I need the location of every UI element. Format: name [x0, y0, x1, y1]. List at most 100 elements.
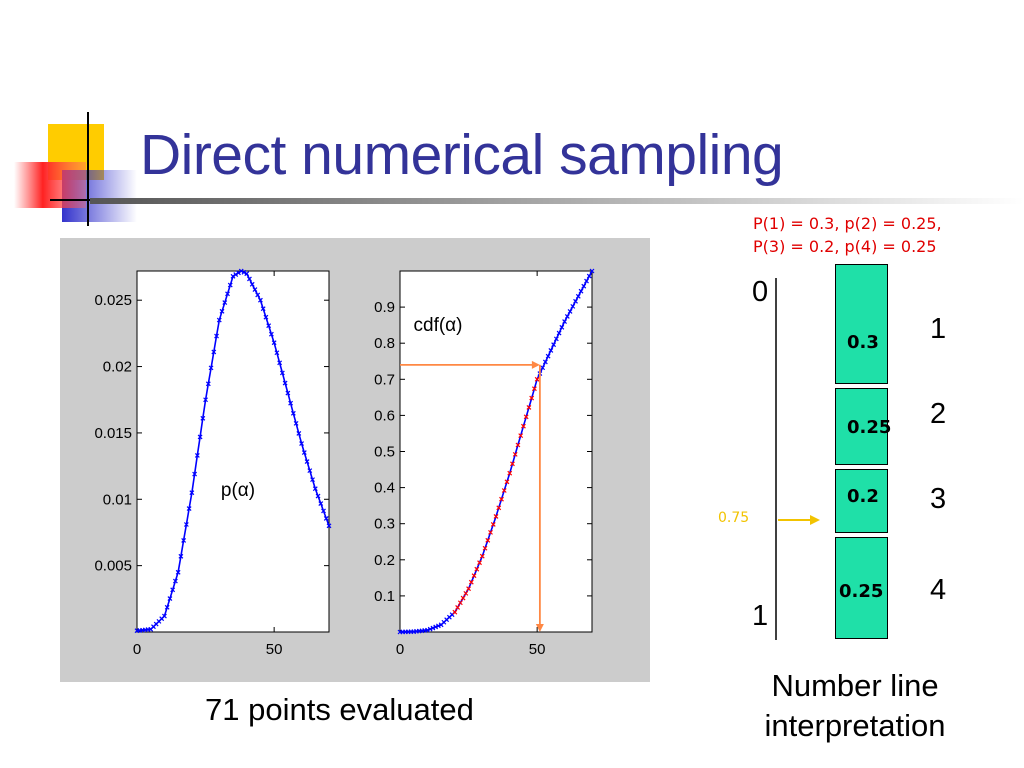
plot-1-point — [312, 486, 318, 492]
number-line-svg — [775, 278, 820, 640]
probability-box-4 — [835, 537, 888, 639]
plot-2-point — [452, 609, 458, 615]
plot-1-point — [186, 506, 192, 511]
plot-2-point — [471, 573, 477, 579]
plot-2-annotation: cdf(α) — [414, 315, 463, 336]
plot-1-point — [175, 569, 181, 575]
probability-box-3-index: 3 — [930, 483, 947, 515]
probability-box-1-label: 0.3 — [847, 332, 879, 353]
plot-1-point — [241, 269, 247, 275]
plot-1-xtick-label: 50 — [266, 641, 283, 658]
plot-1-point — [255, 292, 261, 298]
plot-1-point — [288, 400, 294, 406]
plot-2-point — [521, 423, 526, 429]
plot-1-ytick-label: 0.02 — [103, 359, 132, 376]
plot-1-point — [293, 420, 299, 426]
plot-1-point — [263, 314, 269, 320]
plot-2-point — [523, 414, 529, 420]
plot-2-xtick-label: 0 — [396, 641, 404, 658]
logo-red-square — [14, 162, 86, 208]
probability-box-3 — [835, 469, 888, 533]
marker-value: 0.75 — [718, 510, 750, 526]
plot-2-point — [551, 342, 557, 348]
plot-2-point — [455, 605, 461, 610]
plot-1-point — [249, 281, 255, 287]
plot-2-ytick-label: 0.4 — [374, 480, 395, 497]
probability-line-1: P(1) = 0.3, p(2) = 0.25, — [753, 214, 942, 233]
plot-1-point — [277, 360, 283, 366]
plot-1-ytick-label: 0.01 — [103, 491, 132, 508]
plot-2-point — [564, 314, 570, 319]
plot-2-point — [504, 479, 510, 485]
probability-line-2: P(3) = 0.2, p(4) = 0.25 — [753, 237, 937, 256]
plot-1-point — [203, 397, 208, 403]
plot-1-point — [230, 273, 236, 279]
plot-1-point — [197, 434, 203, 440]
plot-1-point — [285, 390, 291, 396]
plot-1-point — [216, 317, 222, 323]
plot-1-point — [233, 272, 239, 277]
plot-2-point — [433, 624, 439, 630]
plot-1-ytick-label: 0.025 — [94, 292, 132, 309]
plot-2-point — [482, 545, 488, 551]
plot-2-point — [430, 625, 436, 631]
plot-1-point — [172, 578, 178, 584]
plot-1-point — [205, 381, 211, 387]
plot-1-point — [304, 459, 310, 465]
plot-1-point — [189, 490, 195, 496]
plot-2-point — [463, 590, 469, 596]
probability-text: P(1) = 0.3, p(2) = 0.25, P(3) = 0.2, p(4… — [753, 212, 942, 258]
plot-1-xtick-label: 0 — [133, 641, 141, 658]
plot-1-point — [211, 349, 217, 355]
plot-1-point — [279, 370, 285, 376]
plot-2-point — [542, 359, 548, 365]
plot-1-point — [290, 410, 296, 416]
plot-2-ytick-label: 0.9 — [374, 299, 395, 316]
plot-1-point — [307, 468, 313, 474]
probability-box-1 — [835, 264, 888, 384]
plot-2-ytick-label: 0.7 — [374, 371, 395, 388]
probability-box-2-label: 0.25 — [847, 417, 892, 438]
plot-1-point — [301, 450, 307, 455]
plot-2-point — [540, 365, 546, 371]
plot-2-point — [512, 451, 518, 457]
plot-2-point — [518, 433, 524, 439]
plot-2-xtick-label: 50 — [529, 641, 546, 658]
plot-2-ytick-label: 0.6 — [374, 407, 395, 424]
plot-2-point — [460, 595, 466, 601]
plot-1-point — [299, 441, 304, 446]
caption-number-line: Number line interpretation — [742, 666, 968, 746]
plot-2-ytick-label: 0.5 — [374, 444, 395, 461]
plot-1-ytick-label: 0.015 — [94, 425, 132, 442]
plot-1-ytick-label: 0.005 — [94, 558, 132, 575]
plot-1-point — [323, 515, 329, 521]
plot-2-point — [457, 600, 463, 606]
plot-2-point — [586, 273, 592, 279]
plot-2-point — [485, 537, 491, 543]
plot-2-point — [553, 336, 559, 342]
plot-2-point — [567, 309, 573, 314]
plot-2-point — [581, 283, 587, 289]
plot-1-point — [266, 323, 272, 329]
plot-2-point — [488, 529, 493, 535]
plot-1-point — [326, 523, 332, 529]
plot-2-point — [529, 395, 535, 401]
plot-1-point — [194, 453, 200, 458]
plot-1-point — [274, 350, 280, 356]
plot-2-point — [559, 324, 565, 330]
plot-1-point — [164, 604, 170, 610]
cdf-guide-arrowhead-v — [535, 624, 544, 632]
caption-number-line-2: interpretation — [764, 708, 946, 743]
number-line-start: 0 — [752, 276, 769, 308]
plot-1-point — [192, 471, 198, 477]
plot-1-point — [214, 333, 219, 339]
plot-2-ytick-label: 0.2 — [374, 552, 395, 569]
plot-1-annotation: p(α) — [221, 480, 255, 501]
plot-1-point — [219, 308, 225, 314]
plot-2-point — [507, 470, 513, 476]
logo-decoration — [14, 112, 140, 226]
plot-2-point — [573, 298, 578, 304]
plot-2-ytick-label: 0.1 — [374, 588, 395, 605]
title-underline — [90, 198, 1024, 204]
plot-2-point — [556, 330, 562, 336]
